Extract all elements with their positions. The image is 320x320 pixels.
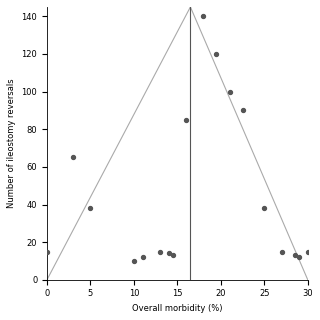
Point: [240, 108, 245, 113]
Point: [227, 89, 232, 94]
Point: [166, 251, 171, 256]
Point: [140, 255, 145, 260]
Point: [88, 206, 93, 211]
Point: [292, 253, 297, 258]
Point: [131, 259, 136, 264]
Point: [279, 249, 284, 254]
Point: [183, 117, 188, 123]
Point: [297, 255, 302, 260]
X-axis label: Overall morbidity (%): Overall morbidity (%): [132, 304, 223, 313]
Point: [44, 249, 50, 254]
Y-axis label: Number of ileostomy reversals: Number of ileostomy reversals: [7, 78, 16, 208]
Point: [171, 253, 176, 258]
Point: [201, 14, 206, 19]
Point: [262, 206, 267, 211]
Point: [214, 52, 219, 57]
Point: [305, 249, 310, 254]
Point: [157, 249, 163, 254]
Point: [70, 155, 76, 160]
